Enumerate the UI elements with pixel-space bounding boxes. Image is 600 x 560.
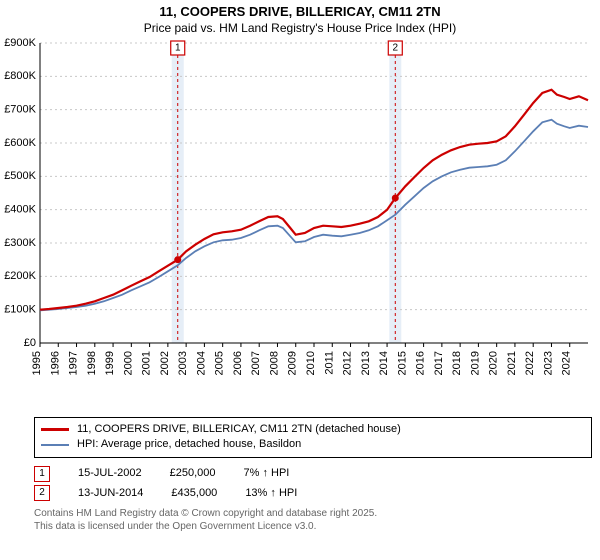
svg-text:2015: 2015	[396, 351, 408, 375]
svg-text:2007: 2007	[250, 351, 262, 375]
legend-item-b: HPI: Average price, detached house, Basi…	[41, 437, 585, 452]
svg-text:2012: 2012	[342, 351, 354, 375]
svg-text:2005: 2005	[214, 351, 226, 375]
svg-text:£300K: £300K	[4, 237, 36, 249]
svg-text:2010: 2010	[305, 351, 317, 375]
sale-row-2: 2 13-JUN-2014 £435,000 13% ↑ HPI	[34, 484, 592, 504]
svg-text:£0: £0	[24, 337, 36, 349]
svg-text:2022: 2022	[524, 351, 536, 375]
sales-table: 1 15-JUL-2002 £250,000 7% ↑ HPI 2 13-JUN…	[34, 464, 592, 504]
svg-text:2000: 2000	[122, 351, 134, 375]
svg-text:2014: 2014	[378, 351, 390, 375]
svg-text:2004: 2004	[195, 351, 207, 375]
legend-label-a: 11, COOPERS DRIVE, BILLERICAY, CM11 2TN …	[77, 422, 401, 437]
svg-text:2006: 2006	[232, 351, 244, 375]
sale-price-2: £435,000	[171, 484, 217, 504]
svg-text:1998: 1998	[86, 351, 98, 375]
sale-row-1: 1 15-JUL-2002 £250,000 7% ↑ HPI	[34, 464, 592, 484]
sale-marker-1: 1	[34, 466, 50, 482]
svg-text:1997: 1997	[68, 351, 80, 375]
svg-text:1: 1	[175, 43, 181, 54]
svg-text:2020: 2020	[488, 351, 500, 375]
sale-date-1: 15-JUL-2002	[78, 464, 142, 484]
svg-text:2: 2	[393, 43, 399, 54]
legend-swatch-b	[41, 444, 69, 447]
svg-text:£900K: £900K	[4, 37, 36, 49]
svg-text:2001: 2001	[141, 351, 153, 375]
sale-pct-1: 7% ↑ HPI	[243, 464, 289, 484]
svg-text:£400K: £400K	[4, 204, 36, 216]
svg-text:1999: 1999	[104, 351, 116, 375]
svg-text:2013: 2013	[360, 351, 372, 375]
footnote-line-2: This data is licensed under the Open Gov…	[34, 520, 592, 533]
legend-label-b: HPI: Average price, detached house, Basi…	[77, 437, 301, 452]
svg-text:1995: 1995	[31, 351, 43, 375]
sale-date-2: 13-JUN-2014	[78, 484, 143, 504]
legend-swatch-a	[41, 428, 69, 431]
chart-title: 11, COOPERS DRIVE, BILLERICAY, CM11 2TN	[0, 4, 600, 19]
chart-subtitle: Price paid vs. HM Land Registry's House …	[0, 21, 600, 35]
chart-root: 11, COOPERS DRIVE, BILLERICAY, CM11 2TN …	[0, 4, 600, 560]
svg-text:2017: 2017	[433, 351, 445, 375]
svg-text:£800K: £800K	[4, 70, 36, 82]
svg-text:1996: 1996	[49, 351, 61, 375]
chart-area: £0 £100K £200K £300K £400K £500K £600K £700K £80…	[0, 35, 600, 415]
svg-text:2019: 2019	[469, 351, 481, 375]
svg-text:2023: 2023	[542, 351, 554, 375]
legend: 11, COOPERS DRIVE, BILLERICAY, CM11 2TN …	[34, 417, 592, 458]
legend-item-a: 11, COOPERS DRIVE, BILLERICAY, CM11 2TN …	[41, 422, 585, 437]
svg-text:2016: 2016	[415, 351, 427, 375]
svg-text:£600K: £600K	[4, 137, 36, 149]
sale-marker-2: 2	[34, 485, 50, 501]
sale-pct-2: 13% ↑ HPI	[245, 484, 297, 504]
chart-svg: £0 £100K £200K £300K £400K £500K £600K £700K £80…	[0, 35, 600, 415]
svg-text:2011: 2011	[323, 351, 335, 375]
svg-text:2021: 2021	[506, 351, 518, 375]
svg-text:£700K: £700K	[4, 104, 36, 116]
svg-text:2018: 2018	[451, 351, 463, 375]
svg-text:2008: 2008	[268, 351, 280, 375]
svg-text:2024: 2024	[561, 351, 573, 375]
svg-text:2002: 2002	[159, 351, 171, 375]
footnote: Contains HM Land Registry data © Crown c…	[34, 507, 592, 533]
svg-text:£200K: £200K	[4, 270, 36, 282]
svg-text:£100K: £100K	[4, 304, 36, 316]
sale-price-1: £250,000	[170, 464, 216, 484]
svg-text:£500K: £500K	[4, 170, 36, 182]
svg-text:2009: 2009	[287, 351, 299, 375]
svg-text:2003: 2003	[177, 351, 189, 375]
footnote-line-1: Contains HM Land Registry data © Crown c…	[34, 507, 592, 520]
